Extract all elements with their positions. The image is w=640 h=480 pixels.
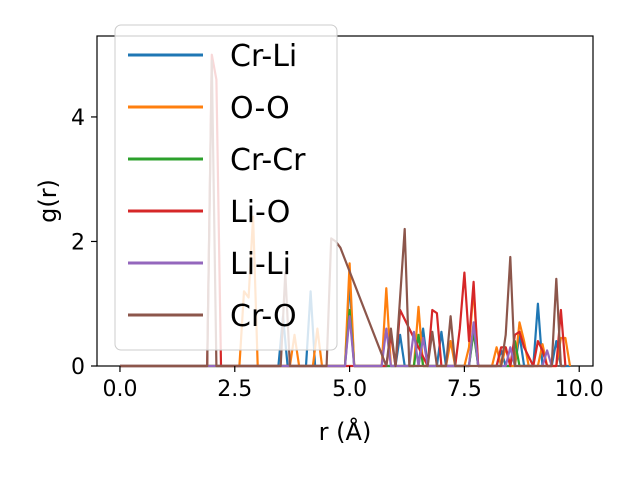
x-tick-label: 5.0 <box>332 377 367 402</box>
x-tick-label: 2.5 <box>217 377 252 402</box>
y-axis-label: g(r) <box>34 179 62 223</box>
legend: Cr-Li O-O Cr-Cr Li-O Li-Li Cr-O <box>114 24 338 351</box>
legend-label-5: Cr-O <box>230 299 297 334</box>
legend-label-0: Cr-Li <box>230 39 297 74</box>
x-axis-ticks: 0.0 2.5 5.0 7.5 10.0 <box>102 366 604 402</box>
x-tick-label: 7.5 <box>447 377 482 402</box>
y-axis-ticks: 0 2 4 <box>71 106 97 380</box>
legend-label-2: Cr-Cr <box>230 143 306 178</box>
x-tick-label: 10.0 <box>555 377 604 402</box>
legend-box <box>114 24 338 351</box>
legend-label-3: Li-O <box>230 195 290 230</box>
legend-label-1: O-O <box>230 91 290 126</box>
series-line-4 <box>120 315 553 368</box>
legend-items: Cr-Li O-O Cr-Cr Li-O Li-Li Cr-O <box>128 39 306 334</box>
y-tick-label: 0 <box>71 355 85 380</box>
x-axis-label: r (Å) <box>319 417 372 446</box>
y-tick-label: 4 <box>71 106 85 131</box>
y-tick-label: 2 <box>71 230 85 255</box>
legend-label-4: Li-Li <box>230 247 291 282</box>
x-tick-label: 0.0 <box>102 377 137 402</box>
